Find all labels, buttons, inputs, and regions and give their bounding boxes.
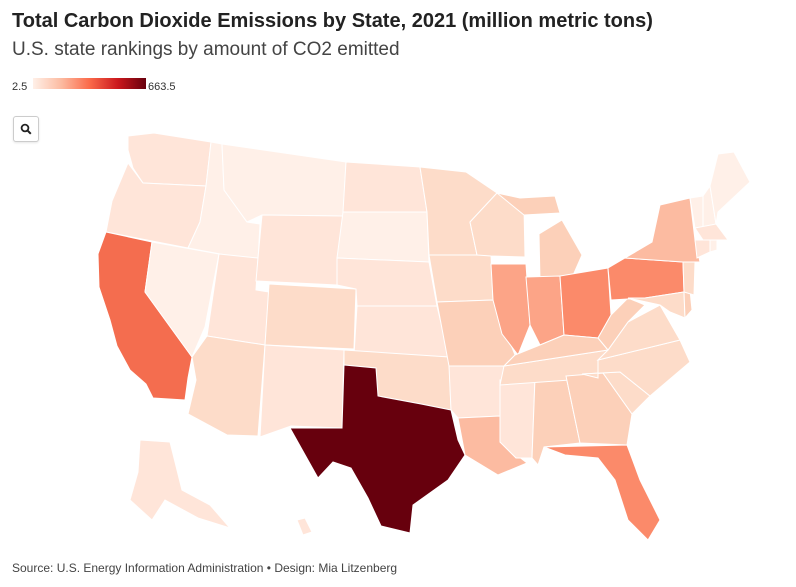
state-iowa[interactable] — [428, 254, 494, 303]
state-arkansas[interactable] — [448, 365, 505, 419]
state-west-virginia[interactable] — [597, 297, 646, 351]
state-texas[interactable] — [289, 364, 466, 534]
legend-max-label: 663.5 — [148, 81, 176, 93]
state-hawaii[interactable] — [296, 517, 313, 536]
state-massachusetts[interactable] — [694, 223, 729, 241]
state-michigan-upper[interactable] — [496, 192, 561, 216]
chart-title: Total Carbon Dioxide Emissions by State,… — [12, 10, 653, 32]
state-michigan[interactable] — [538, 219, 583, 282]
state-florida[interactable] — [543, 444, 661, 541]
source-credit: Source: U.S. Energy Information Administ… — [12, 561, 398, 575]
state-north-carolina[interactable] — [581, 339, 691, 397]
state-north-dakota[interactable] — [342, 161, 428, 213]
state-montana[interactable] — [221, 143, 347, 223]
search-button[interactable] — [13, 116, 39, 142]
state-mississippi[interactable] — [499, 377, 536, 459]
state-new-mexico[interactable] — [259, 344, 345, 438]
search-icon — [20, 123, 32, 135]
state-wyoming[interactable] — [255, 214, 344, 286]
state-rhode-island[interactable] — [709, 239, 718, 253]
state-indiana[interactable] — [525, 275, 565, 346]
chart-subtitle: U.S. state rankings by amount of CO2 emi… — [12, 39, 400, 60]
state-connecticut[interactable] — [694, 239, 711, 259]
state-maine[interactable] — [709, 151, 751, 225]
state-washington[interactable] — [127, 132, 212, 187]
state-arizona[interactable] — [187, 335, 266, 437]
state-colorado[interactable] — [264, 283, 357, 350]
state-new-jersey[interactable] — [682, 261, 696, 296]
state-ohio[interactable] — [559, 267, 612, 339]
state-alaska[interactable] — [129, 439, 232, 530]
state-nevada[interactable] — [144, 241, 220, 359]
legend-gradient-bar — [33, 78, 146, 89]
state-new-york[interactable] — [623, 197, 701, 263]
state-kansas[interactable] — [353, 305, 450, 358]
state-south-dakota[interactable] — [336, 211, 430, 263]
legend-min-label: 2.5 — [12, 81, 28, 93]
